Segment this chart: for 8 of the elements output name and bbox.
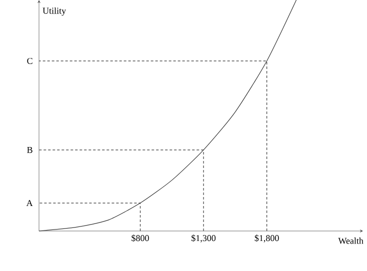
x-tick-label: $800 bbox=[132, 234, 149, 242]
x-tick-label: $1,300 bbox=[192, 234, 216, 242]
series-label: C bbox=[27, 58, 32, 64]
series-label: A bbox=[26, 200, 33, 206]
series-label: B bbox=[27, 146, 32, 153]
y-axis-title: Utility bbox=[42, 7, 66, 16]
x-axis-title: Wealth bbox=[338, 238, 364, 244]
x-tick-label: $1,800 bbox=[254, 234, 279, 242]
